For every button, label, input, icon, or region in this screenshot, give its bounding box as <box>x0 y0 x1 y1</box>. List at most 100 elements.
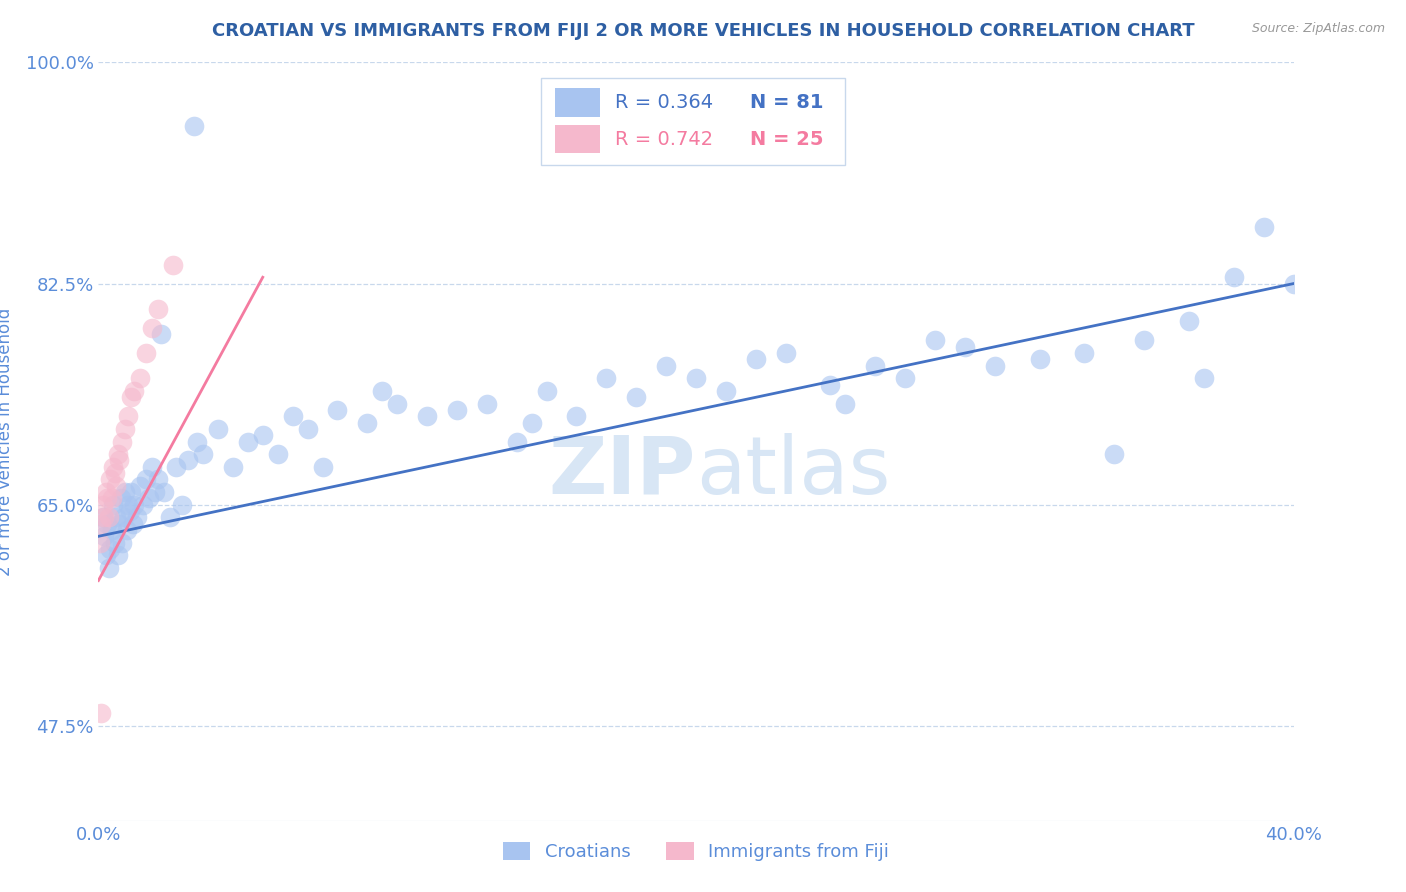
Text: ZIP: ZIP <box>548 433 696 511</box>
Point <box>536 384 558 398</box>
Point <box>1104 447 1126 461</box>
Point <box>141 321 163 335</box>
Text: N = 81: N = 81 <box>749 93 824 112</box>
Point <box>115 523 138 537</box>
Point <box>371 384 394 398</box>
Text: Source: ZipAtlas.com: Source: ZipAtlas.com <box>1251 22 1385 36</box>
Point <box>101 523 124 537</box>
Point <box>111 535 134 549</box>
Point <box>685 371 707 385</box>
Point <box>297 422 319 436</box>
Point <box>177 453 200 467</box>
Point <box>107 548 129 563</box>
Point <box>97 510 120 524</box>
Point <box>89 535 111 549</box>
Point <box>520 416 543 430</box>
Point <box>207 422 229 436</box>
Point <box>162 258 184 272</box>
Point <box>186 434 208 449</box>
Point <box>96 491 118 506</box>
Point <box>124 498 146 512</box>
Point <box>90 516 112 531</box>
FancyBboxPatch shape <box>541 78 845 165</box>
Point <box>655 359 678 373</box>
Point <box>148 301 170 316</box>
Point <box>114 485 136 500</box>
Point <box>98 473 122 487</box>
Point <box>141 459 163 474</box>
Point <box>117 409 139 424</box>
Point <box>834 396 856 410</box>
Point <box>103 459 125 474</box>
Point <box>714 384 737 398</box>
Point <box>1282 277 1305 291</box>
Point <box>894 371 917 385</box>
Point <box>120 485 142 500</box>
Point <box>97 561 120 575</box>
Point <box>1223 270 1246 285</box>
Point <box>865 359 887 373</box>
Point <box>1028 352 1050 367</box>
Point <box>98 541 122 556</box>
Point <box>183 119 205 133</box>
Point <box>356 416 378 430</box>
Point <box>191 447 214 461</box>
Point <box>745 352 768 367</box>
Text: atlas: atlas <box>696 433 890 511</box>
Point <box>104 535 127 549</box>
Point <box>1192 371 1215 385</box>
Point <box>626 390 648 404</box>
Point <box>91 510 114 524</box>
Point <box>143 485 166 500</box>
Point <box>117 498 139 512</box>
Point <box>416 409 439 424</box>
Point <box>108 516 131 531</box>
Point <box>110 491 132 506</box>
Point <box>475 396 498 410</box>
Point <box>148 473 170 487</box>
Point <box>93 529 115 543</box>
Point <box>93 510 115 524</box>
Text: CROATIAN VS IMMIGRANTS FROM FIJI 2 OR MORE VEHICLES IN HOUSEHOLD CORRELATION CHA: CROATIAN VS IMMIGRANTS FROM FIJI 2 OR MO… <box>212 22 1194 40</box>
Point <box>135 473 157 487</box>
Point <box>90 706 112 721</box>
Point <box>1253 219 1275 234</box>
Point <box>91 498 114 512</box>
Point <box>114 422 136 436</box>
Point <box>129 371 152 385</box>
Point <box>953 340 976 354</box>
Point <box>252 428 274 442</box>
Point <box>153 485 176 500</box>
Point <box>120 390 142 404</box>
Point <box>236 434 259 449</box>
Point <box>135 346 157 360</box>
Bar <box>555 125 600 153</box>
Point <box>1073 346 1095 360</box>
Point <box>775 346 797 360</box>
Point <box>112 510 135 524</box>
Point <box>124 384 146 398</box>
Point <box>105 479 128 493</box>
Text: N = 25: N = 25 <box>749 129 824 149</box>
Point <box>924 334 946 348</box>
Point <box>1178 314 1201 328</box>
Point <box>165 459 187 474</box>
Point <box>105 510 128 524</box>
Point <box>565 409 588 424</box>
Point <box>121 516 143 531</box>
Text: R = 0.364: R = 0.364 <box>614 93 713 112</box>
Point <box>104 466 127 480</box>
Y-axis label: 2 or more Vehicles in Household: 2 or more Vehicles in Household <box>0 308 14 575</box>
Point <box>108 453 131 467</box>
Point <box>127 510 149 524</box>
Legend: Croatians, Immigrants from Fiji: Croatians, Immigrants from Fiji <box>496 835 896 869</box>
Point <box>132 498 155 512</box>
Point <box>101 491 124 506</box>
Point <box>506 434 529 449</box>
Point <box>94 485 117 500</box>
Bar <box>555 88 600 117</box>
Point <box>96 516 118 531</box>
Point <box>446 403 468 417</box>
Point <box>385 396 409 410</box>
Point <box>1133 334 1156 348</box>
